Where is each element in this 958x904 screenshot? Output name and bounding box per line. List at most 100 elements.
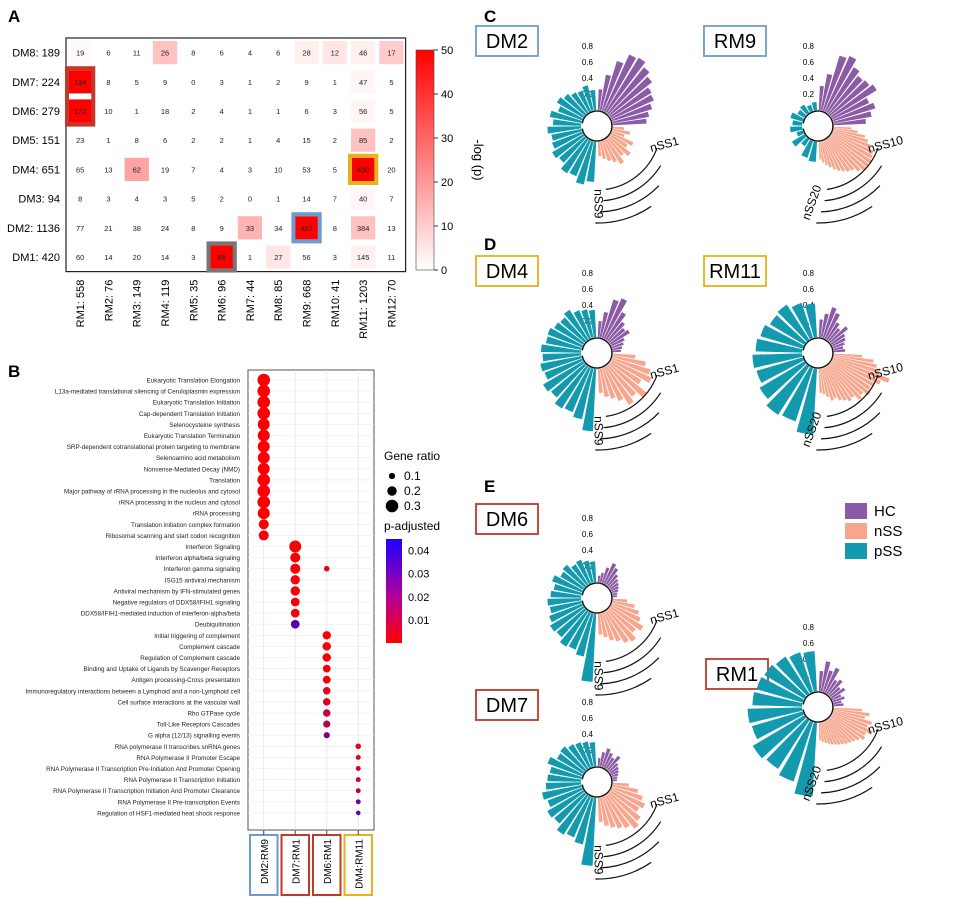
polar-bar-pSS xyxy=(545,336,582,350)
polar-bar-pSS xyxy=(559,610,589,647)
polar-inner-circle xyxy=(802,691,834,723)
colorbar-tick-label: 20 xyxy=(441,177,453,189)
polar-bar-HC xyxy=(612,346,623,351)
dotplot-point xyxy=(290,586,300,596)
polar-bar-nSS xyxy=(832,131,871,148)
heatmap-cell xyxy=(68,99,93,123)
polar-bar-nSS xyxy=(825,139,846,172)
polar-bar-pSS xyxy=(590,561,597,583)
polar-bar-HC xyxy=(603,752,613,769)
polar-bar-nSS xyxy=(605,610,629,644)
polar-bar-pSS xyxy=(791,302,813,340)
polar-group-label: nSS9 xyxy=(591,661,605,691)
polar-group-label: nSS10 xyxy=(866,133,905,156)
polar-bar-pSS xyxy=(582,85,594,111)
heatmap-cell-value: 3 xyxy=(333,107,337,116)
polar-bar-pSS xyxy=(556,753,585,774)
heatmap-cell-value: 3 xyxy=(163,195,167,204)
polar-outer-arc xyxy=(820,766,881,794)
heatmap-cell-value: 1 xyxy=(276,107,280,116)
polar-title: DM4 xyxy=(486,261,528,283)
heatmap-cell-value: 18 xyxy=(161,107,169,116)
colorbar-title: -log (p) xyxy=(471,139,486,180)
panel-letter-b: B xyxy=(8,362,20,381)
heatmap-cell xyxy=(351,99,376,123)
polar-bar-HC xyxy=(830,84,877,118)
heatmap-cell-value: 1 xyxy=(248,136,252,145)
polar-bar-pSS xyxy=(551,363,587,398)
heatmap-cell-value: 400 xyxy=(357,165,370,174)
polar-bar-HC xyxy=(607,67,650,115)
polar-outer-arc xyxy=(599,185,660,213)
dotplot-point xyxy=(355,754,361,760)
dotplot-point xyxy=(258,519,269,530)
heatmap-cell-value: 38 xyxy=(133,224,141,233)
heatmap-col-label: RM7: 44 xyxy=(245,280,257,322)
dotplot-term-label: Selenocysteine synthesis xyxy=(169,422,240,429)
polar-bar-nSS xyxy=(603,611,621,642)
heatmap-cell xyxy=(351,157,376,181)
dotplot-term-label: Interferon Signaling xyxy=(185,544,240,551)
polar-bar-HC xyxy=(611,589,619,594)
polar-bar-nSS xyxy=(830,716,860,741)
polar-bar-nSS xyxy=(830,362,871,396)
heatmap-col-label: RM1: 558 xyxy=(75,280,87,328)
heatmap-cell-value: 14 xyxy=(302,195,310,204)
polar-bar-HC xyxy=(601,299,619,339)
polar-bar-pSS xyxy=(796,130,804,137)
heatmap-cell xyxy=(209,245,234,269)
polar-bar-nSS xyxy=(612,128,631,135)
polar-bar-nSS xyxy=(832,358,890,383)
polar-bar-nSS xyxy=(827,365,855,398)
heatmap-cell xyxy=(294,41,319,65)
polar-bar-HC xyxy=(829,80,870,116)
heatmap-cell-value: 20 xyxy=(387,165,395,174)
heatmap-cell xyxy=(351,70,376,94)
polar-bar-pSS xyxy=(782,366,813,422)
panel-letter-c: C xyxy=(484,7,496,26)
polar-bar-HC xyxy=(818,671,824,692)
polar-bar-nSS xyxy=(597,797,603,822)
polar-bar-pSS xyxy=(556,97,585,118)
dotplot-point xyxy=(290,575,300,585)
dotplot-point xyxy=(355,743,362,750)
heatmap-cell-value: 9 xyxy=(220,224,224,233)
heatmap-cell-value: 0 xyxy=(248,195,252,204)
polar-bar-pSS xyxy=(562,564,587,588)
heatmap-highlight-box xyxy=(206,241,237,273)
dotplot-point xyxy=(257,395,271,409)
polar-bar-nSS xyxy=(832,132,874,154)
polar-bar-pSS xyxy=(547,756,583,777)
heatmap-cell-value: 5 xyxy=(389,78,393,87)
polar-bar-nSS xyxy=(827,138,855,171)
heatmap-cell-value: 2 xyxy=(389,136,393,145)
polar-bar-nSS xyxy=(610,604,641,622)
heatmap-cell xyxy=(266,245,291,269)
dotplot-point xyxy=(322,631,331,640)
polar-radial-tick: 0.2 xyxy=(803,90,815,99)
polar-bar-HC xyxy=(601,567,610,584)
polar-bar-HC xyxy=(608,76,653,116)
dotplot-category-label: DM4:RM11 xyxy=(354,839,365,889)
polar-bar-HC xyxy=(828,75,863,115)
polar-bar-nSS xyxy=(833,707,862,712)
polar-outer-arc xyxy=(595,205,652,224)
polar-inner-circle xyxy=(802,110,834,142)
polar-bar-HC xyxy=(829,686,841,697)
polar-bar-nSS xyxy=(601,140,612,162)
dotplot-term-label: Cell surface interactions at the vascula… xyxy=(118,699,241,706)
polar-bar-HC xyxy=(597,575,601,583)
dotplot-term-label: Deubiquitination xyxy=(195,622,241,629)
heatmap-cell-value: 46 xyxy=(359,49,367,58)
dotplot-point xyxy=(322,642,331,651)
dotplot-term-label: Selenoamino acid metabolism xyxy=(156,455,240,462)
polar-bar-nSS xyxy=(822,141,832,168)
polar-title: RM1 xyxy=(716,664,758,686)
polar-bar-nSS xyxy=(818,368,823,393)
polar-title-box xyxy=(705,658,769,690)
polar-bar-pSS xyxy=(550,606,585,632)
heatmap-cell-value: 8 xyxy=(135,136,139,145)
heatmap-cell-value: 14 xyxy=(161,253,169,262)
polar-bar-pSS xyxy=(789,652,813,694)
